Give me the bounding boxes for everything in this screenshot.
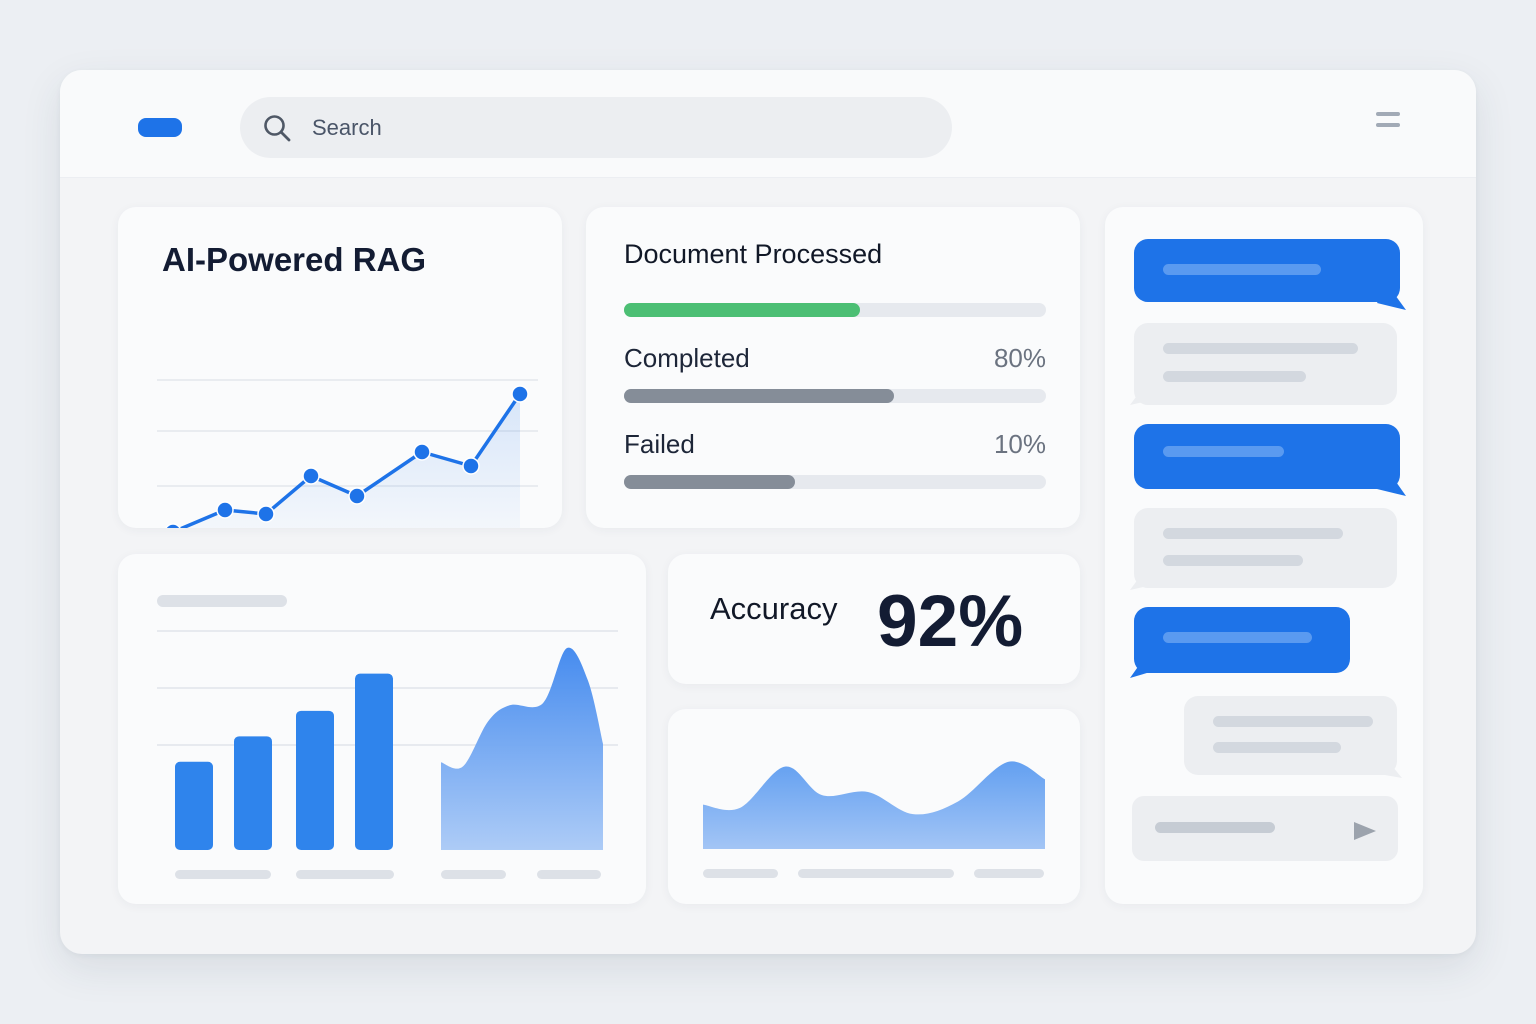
chart-title-placeholder xyxy=(157,595,287,607)
rag-data-point xyxy=(216,501,234,519)
chat-panel xyxy=(1105,207,1423,904)
rag-data-point xyxy=(462,457,480,475)
bar-chart xyxy=(157,630,618,879)
search-input[interactable] xyxy=(312,97,912,158)
rag-card-title: AI-Powered RAG xyxy=(162,241,427,278)
x-axis-label-placeholder xyxy=(537,870,601,879)
rag-card: AI-Powered RAG xyxy=(118,207,562,528)
message-text-placeholder xyxy=(1163,632,1312,643)
documents-card-title: Document Processed xyxy=(624,239,883,269)
x-axis-label-placeholder xyxy=(175,870,271,879)
wave-area-fill xyxy=(703,761,1045,849)
area-chart-fill xyxy=(441,647,603,850)
menu-icon-line xyxy=(1376,123,1400,127)
x-axis-label-placeholder xyxy=(296,870,394,879)
message-text-placeholder xyxy=(1213,742,1341,753)
rag-data-point xyxy=(302,467,320,485)
rag-data-point xyxy=(165,523,181,528)
overall-progress-fill xyxy=(624,303,861,317)
bar xyxy=(234,736,272,850)
failed-progress-bar xyxy=(624,475,1046,489)
completed-progress-fill xyxy=(624,389,895,403)
bar-chart-card xyxy=(118,554,646,904)
message-text-placeholder xyxy=(1163,264,1321,275)
rag-line-chart xyxy=(157,379,538,528)
x-axis-label-placeholder xyxy=(703,869,778,878)
message-text-placeholder xyxy=(1163,446,1284,457)
rag-data-point xyxy=(348,487,366,505)
completed-label: Completed xyxy=(624,343,750,373)
chat-input[interactable] xyxy=(1132,796,1398,861)
message-text-placeholder xyxy=(1213,716,1373,727)
completed-progress-bar xyxy=(624,389,1046,403)
documents-card: Document Processed Completed 80% Failed … xyxy=(586,207,1080,528)
logo[interactable] xyxy=(138,118,182,137)
rag-data-point xyxy=(413,443,431,461)
menu-icon-line xyxy=(1376,112,1400,116)
message-text-placeholder xyxy=(1163,343,1358,354)
message-text-placeholder xyxy=(1163,555,1303,566)
chat-message-user[interactable] xyxy=(1134,239,1400,302)
search-bar[interactable] xyxy=(240,97,952,158)
bar xyxy=(175,761,213,850)
chat-message-assistant[interactable] xyxy=(1134,323,1397,405)
x-axis-label-placeholder xyxy=(798,869,954,878)
rag-data-point xyxy=(511,385,529,403)
search-icon[interactable] xyxy=(262,113,292,143)
chat-message-assistant[interactable] xyxy=(1134,508,1397,588)
bar xyxy=(355,673,393,850)
x-axis-label-placeholder xyxy=(441,870,506,879)
message-text-placeholder xyxy=(1163,371,1306,382)
overall-progress-bar xyxy=(624,303,1046,317)
menu-icon[interactable] xyxy=(1376,112,1400,136)
completed-value: 80% xyxy=(993,343,1046,373)
chat-message-user[interactable] xyxy=(1134,607,1350,673)
failed-value: 10% xyxy=(993,429,1046,459)
bar xyxy=(296,710,334,850)
failed-progress-fill xyxy=(624,475,795,489)
failed-label: Failed xyxy=(624,429,695,459)
accuracy-label: Accuracy xyxy=(710,591,838,626)
top-bar xyxy=(60,70,1476,178)
message-text-placeholder xyxy=(1163,528,1343,539)
wave-chart-card xyxy=(668,709,1080,904)
chat-message-user[interactable] xyxy=(1134,424,1400,489)
accuracy-value: 92% xyxy=(877,581,1024,662)
accuracy-card: Accuracy 92% xyxy=(668,554,1080,684)
wave-area-chart xyxy=(703,761,1045,878)
dashboard-window: AI-Powered RAG Document Processed Comple… xyxy=(60,70,1476,954)
x-axis-label-placeholder xyxy=(974,869,1044,878)
rag-line-area xyxy=(182,394,520,528)
rag-data-point xyxy=(257,505,275,523)
send-icon[interactable] xyxy=(1354,822,1376,840)
chat-input-placeholder xyxy=(1155,822,1275,833)
chat-message-assistant[interactable] xyxy=(1184,696,1397,775)
